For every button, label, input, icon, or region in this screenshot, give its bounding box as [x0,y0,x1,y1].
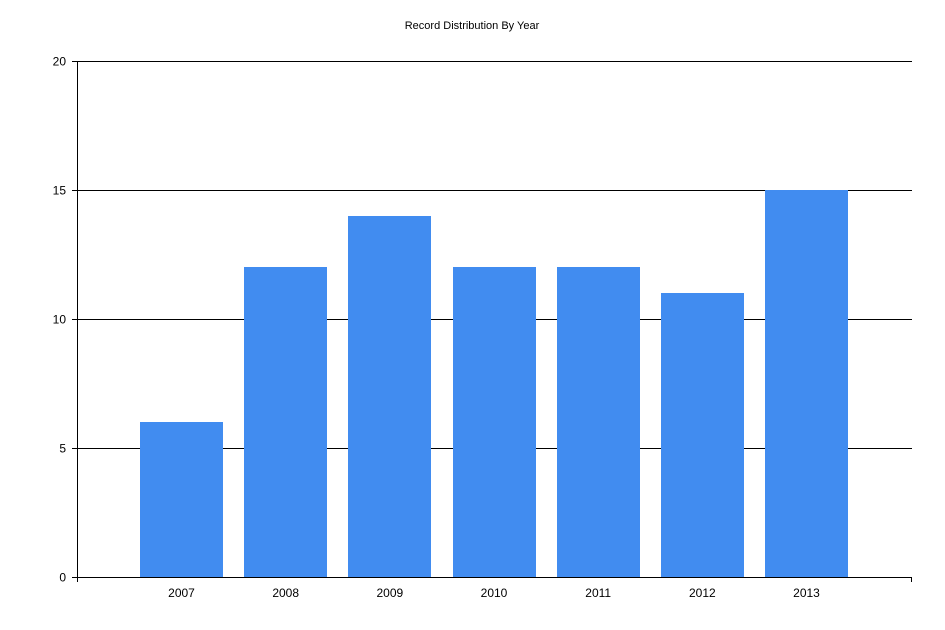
bar-2013 [765,190,848,577]
bar-2012 [661,293,744,577]
x-tick-label: 2012 [689,586,716,600]
y-tick-label: 5 [59,442,66,456]
bar-2009 [348,216,431,577]
x-tick-label: 2010 [481,586,508,600]
chart-title: Record Distribution By Year [405,20,540,32]
y-tick-label: 0 [59,571,66,585]
tick-labels: 0 5 10 15 20 2007 2008 2009 2010 2011 2012 2013 [53,55,821,601]
x-tick-label: 2009 [376,586,403,600]
x-tick-label: 2011 [585,586,611,600]
x-tick-label: 2008 [272,586,299,600]
bar-2010 [453,267,536,577]
bar-2008 [244,267,327,577]
bar-2011 [557,267,640,577]
y-tick-label: 10 [53,313,67,327]
bar-2007 [140,422,223,577]
y-tick-label: 20 [53,55,67,69]
x-tick-label: 2013 [793,586,820,600]
y-tick-label: 15 [53,184,67,198]
axes [72,61,912,582]
x-tick-label: 2007 [168,586,195,600]
bars [140,190,848,577]
